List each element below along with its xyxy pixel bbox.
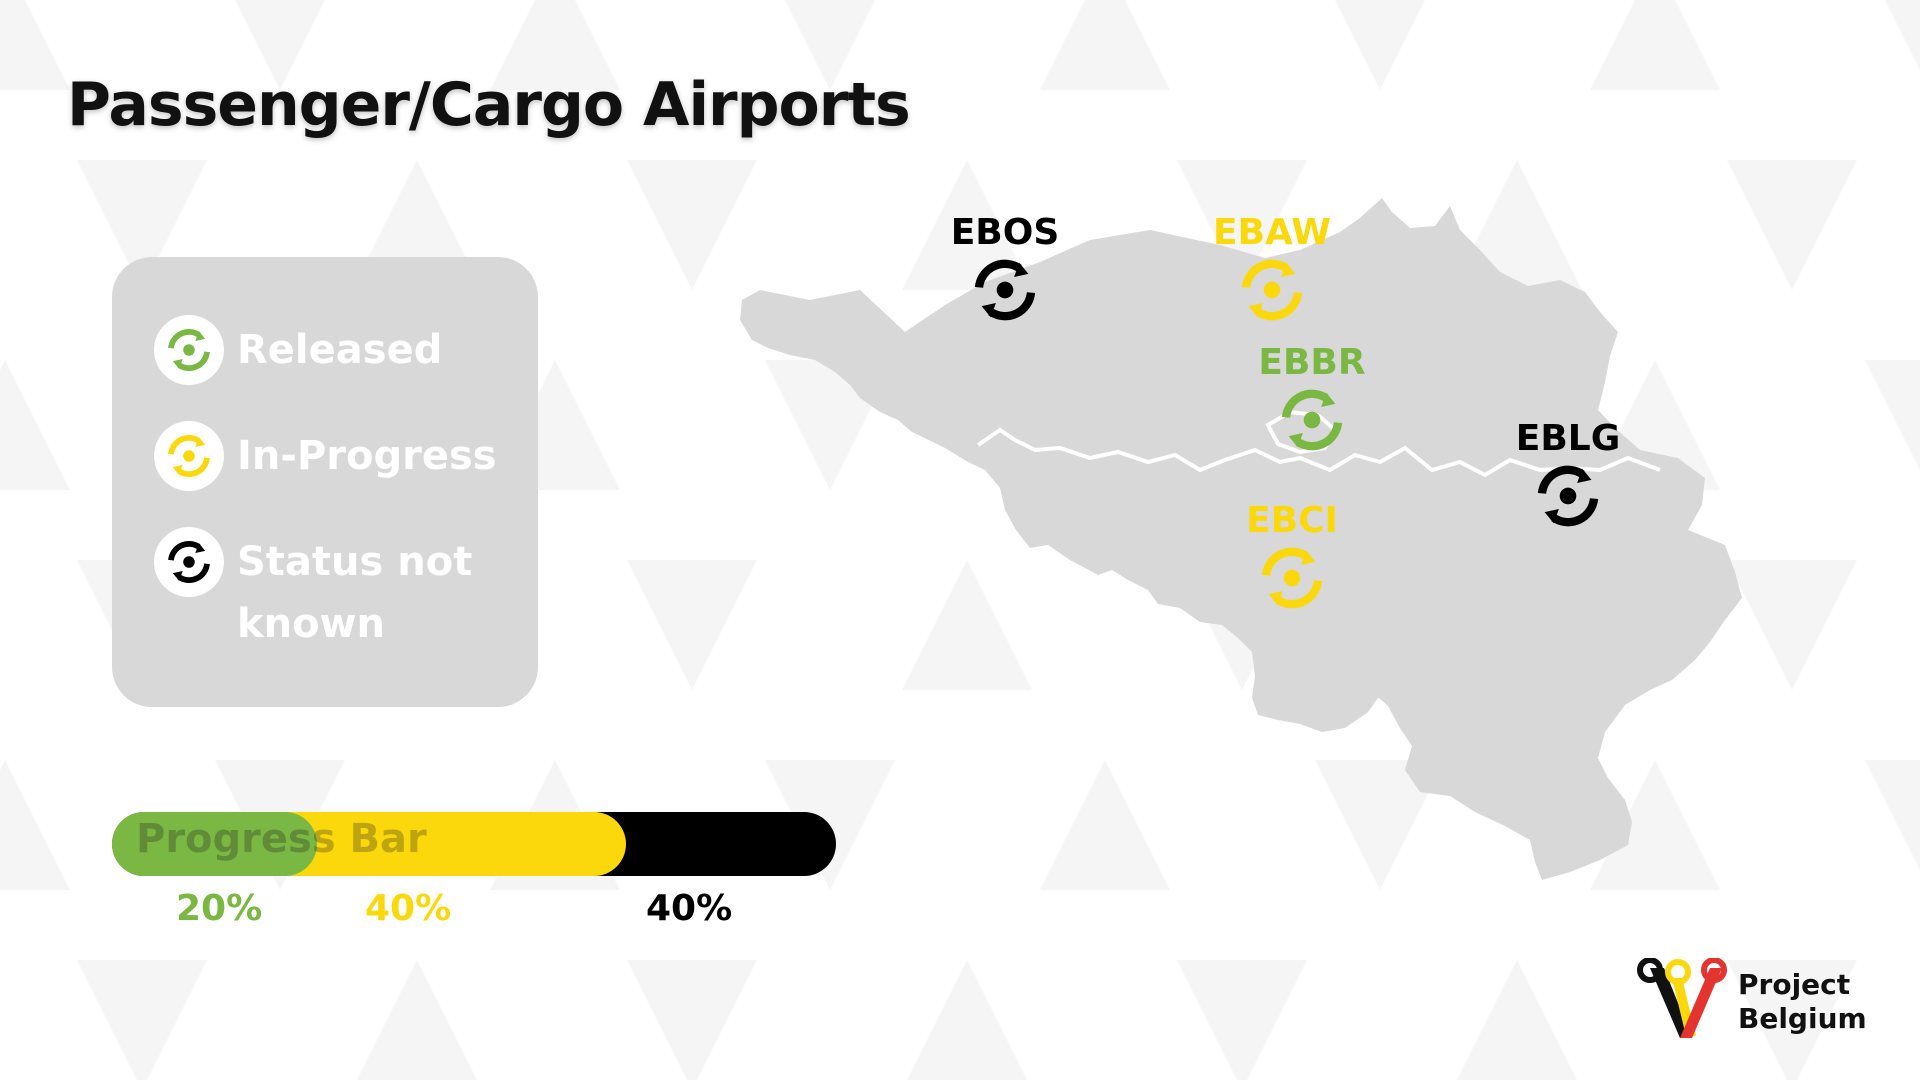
- legend-label: Status not known: [237, 539, 473, 647]
- background-triangle: [902, 560, 1032, 690]
- airport-code-ebaw: EBAW: [1213, 212, 1331, 253]
- in-progress-percentage: 40%: [365, 888, 452, 929]
- airport-marker-eblg: [1537, 465, 1599, 527]
- logo-line-2: Belgium: [1738, 1002, 1867, 1035]
- airport-marker-ebci: [1261, 547, 1323, 609]
- logo-line-1: Project: [1738, 968, 1851, 1001]
- background-triangle: [1335, 0, 1425, 90]
- progress-bar: Progress Bar: [112, 812, 836, 876]
- legend-label: In-Progress: [237, 433, 497, 479]
- background-triangle: [0, 0, 70, 90]
- background-triangle: [1315, 760, 1445, 890]
- background-triangle: [1727, 160, 1857, 290]
- background-triangle: [1590, 0, 1720, 90]
- background-triangle: [1040, 0, 1170, 90]
- background-triangle: [627, 960, 757, 1080]
- background-triangle: [1727, 960, 1857, 1080]
- background-triangle: [902, 160, 1032, 290]
- background-triangle: [1177, 960, 1307, 1080]
- legend-item-in-progress: In-Progress: [154, 421, 537, 491]
- airport-code-ebos: EBOS: [950, 212, 1060, 253]
- legend-unknown-icon: [154, 527, 224, 597]
- legend-in-progress-icon: [154, 421, 224, 491]
- background-triangle: [77, 160, 207, 290]
- background-triangle: [627, 560, 757, 690]
- background-triangle: [1177, 160, 1307, 290]
- background-triangle: [357, 960, 477, 1080]
- airport-marker-ebaw: [1241, 259, 1303, 321]
- language-border: [976, 427, 1661, 478]
- wrench-v-logo-icon: [1637, 958, 1727, 1038]
- legend-item-unknown: Status not known: [154, 527, 537, 655]
- background-triangle: [235, 0, 325, 90]
- background-triangle: [77, 960, 207, 1080]
- unknown-percentage: 40%: [646, 888, 733, 929]
- background-triangle: [1865, 760, 1920, 870]
- background-triangle: [907, 960, 1027, 1080]
- progress-bar-label: Progress Bar: [136, 816, 427, 862]
- airport-marker-ebbr: [1281, 389, 1343, 451]
- page-title: Passenger/Cargo Airports: [67, 70, 911, 140]
- legend-item-released: Released: [154, 315, 537, 385]
- background-triangle: [1727, 560, 1857, 690]
- background-triangle: [1457, 960, 1577, 1080]
- airport-code-eblg: EBLG: [1515, 418, 1621, 459]
- background-triangle: [785, 0, 875, 90]
- background-triangle: [490, 0, 620, 90]
- background-triangle: [1040, 760, 1170, 890]
- progress-segment-released: [112, 812, 317, 876]
- airport-code-ebci: EBCI: [1246, 500, 1338, 541]
- logo-text: Project Belgium: [1738, 968, 1867, 1036]
- legend-panel: Released In-Progress Status not known: [112, 257, 538, 707]
- background-triangle: [1885, 0, 1920, 70]
- released-percentage: 20%: [176, 888, 263, 929]
- background-triangle: [0, 760, 70, 890]
- belgium-outline: [740, 198, 1742, 880]
- background-triangle: [1865, 360, 1920, 470]
- background-triangle: [1590, 760, 1720, 890]
- background-triangle: [0, 360, 70, 490]
- legend-released-icon: [154, 315, 224, 385]
- airport-code-ebbr: EBBR: [1258, 342, 1366, 383]
- airport-marker-ebos: [974, 259, 1036, 321]
- legend-label: Released: [237, 327, 443, 373]
- background-triangle: [627, 160, 757, 290]
